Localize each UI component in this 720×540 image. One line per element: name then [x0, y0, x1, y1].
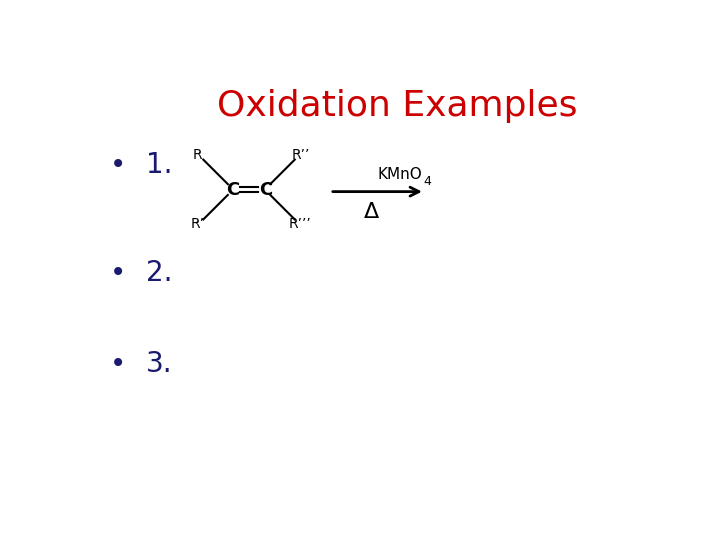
Text: •: •: [109, 151, 126, 179]
Text: R’: R’: [191, 217, 204, 231]
Text: R’’: R’’: [291, 148, 310, 163]
Text: •: •: [109, 259, 126, 287]
Text: R’’’: R’’’: [289, 217, 312, 231]
Text: C: C: [259, 180, 272, 199]
Text: Oxidation Examples: Oxidation Examples: [217, 90, 577, 123]
Text: R: R: [193, 148, 202, 163]
Text: 2.: 2.: [145, 259, 172, 287]
Text: Δ: Δ: [364, 202, 379, 222]
Text: 1.: 1.: [145, 151, 172, 179]
Text: •: •: [109, 350, 126, 378]
Text: 3.: 3.: [145, 350, 172, 378]
Text: KMnO: KMnO: [377, 167, 422, 183]
Text: C: C: [225, 180, 239, 199]
Text: 4: 4: [423, 175, 431, 188]
